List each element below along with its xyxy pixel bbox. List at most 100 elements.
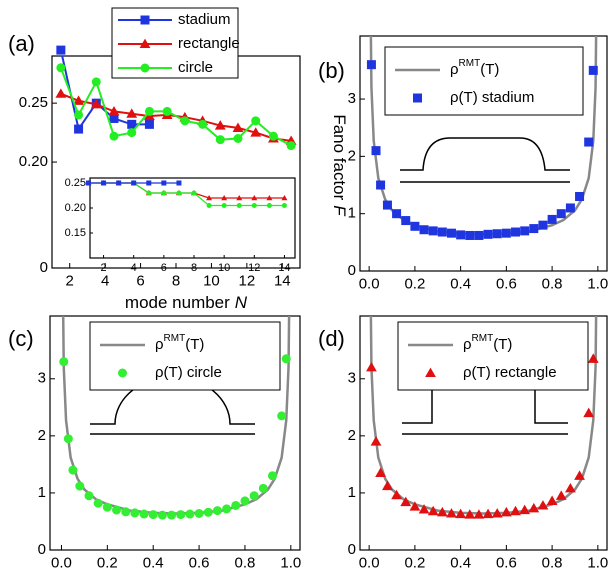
legend-label-text: stadium bbox=[178, 11, 231, 28]
legend-label-text: ρ(T) circle bbox=[155, 364, 222, 381]
series-line bbox=[369, 36, 598, 236]
plot-frame bbox=[359, 315, 608, 551]
x-tick-label: 2 bbox=[101, 262, 107, 274]
legend-label: circle bbox=[178, 59, 213, 76]
marker bbox=[161, 180, 167, 186]
marker bbox=[176, 190, 182, 196]
marker bbox=[118, 368, 127, 378]
marker bbox=[382, 480, 393, 491]
legend-label: rectangle bbox=[178, 35, 240, 52]
marker bbox=[214, 120, 226, 130]
marker bbox=[231, 500, 241, 510]
series-line bbox=[61, 316, 291, 515]
marker bbox=[236, 195, 243, 201]
marker bbox=[382, 200, 392, 210]
x-tick-label: 0.4 bbox=[450, 275, 471, 292]
marker bbox=[419, 225, 429, 235]
y-axis-label-text: Fano factor bbox=[330, 114, 349, 200]
marker bbox=[68, 465, 78, 475]
marker bbox=[464, 509, 476, 519]
legend-label-text: circle bbox=[178, 59, 213, 76]
marker bbox=[157, 510, 167, 520]
marker bbox=[538, 220, 548, 230]
marker bbox=[221, 203, 227, 208]
marker bbox=[139, 509, 149, 519]
marker bbox=[127, 128, 137, 138]
marker bbox=[409, 501, 421, 511]
legend-label-text: ρ bbox=[463, 336, 472, 353]
y-tick-label: 0.25 bbox=[65, 177, 86, 189]
marker bbox=[266, 195, 273, 201]
legend-label: stadium bbox=[178, 11, 231, 28]
marker bbox=[130, 508, 140, 518]
marker bbox=[501, 228, 511, 238]
legend-label-text: rectangle bbox=[178, 35, 240, 52]
y-tick-label: 0 bbox=[40, 259, 48, 276]
y-tick-label: 0 bbox=[348, 262, 356, 279]
marker bbox=[520, 226, 530, 236]
marker bbox=[474, 230, 484, 240]
x-tick-label: 0.8 bbox=[542, 275, 563, 292]
marker bbox=[56, 63, 66, 73]
x-tick-label: 6 bbox=[136, 272, 144, 289]
marker bbox=[500, 506, 512, 517]
x-tick-label: 0.4 bbox=[143, 554, 164, 568]
panel-label: (b) bbox=[318, 58, 345, 83]
plot-frame bbox=[89, 177, 296, 259]
panel: 0 1 2 3 0.0 0.2 0.4 0.6 0.8 1.0 (b) ρRMT(T) ρ(T) sta… bbox=[318, 35, 608, 292]
y-tick-label: 1 bbox=[38, 484, 46, 501]
legend-label-tail: (T) bbox=[493, 336, 512, 353]
marker bbox=[162, 106, 172, 116]
x-tick-label: 12 bbox=[248, 262, 260, 274]
marker bbox=[206, 203, 212, 208]
marker bbox=[108, 105, 120, 116]
marker bbox=[222, 504, 232, 514]
x-tick-label: 8 bbox=[191, 262, 197, 274]
marker bbox=[75, 481, 85, 491]
x-tick-label: 0.0 bbox=[359, 275, 380, 292]
marker bbox=[410, 221, 420, 231]
y-tick-label: 3 bbox=[348, 370, 356, 387]
marker bbox=[473, 509, 485, 519]
legend-label: ρRMT(T) bbox=[450, 58, 499, 78]
legend-label-text: ρ(T) rectangle bbox=[463, 364, 557, 381]
marker bbox=[587, 353, 599, 363]
x-tick-label: 0.6 bbox=[496, 275, 517, 292]
marker bbox=[565, 482, 576, 493]
marker bbox=[413, 93, 422, 103]
marker bbox=[456, 230, 466, 240]
marker bbox=[101, 180, 107, 186]
x-tick-label: 8 bbox=[172, 272, 180, 289]
x-tick-label: 12 bbox=[239, 272, 256, 289]
marker bbox=[371, 146, 381, 156]
marker bbox=[140, 63, 150, 73]
marker bbox=[139, 38, 151, 49]
marker bbox=[109, 113, 119, 123]
marker bbox=[529, 224, 539, 234]
marker bbox=[251, 195, 258, 201]
panel: 0 1 2 3 0.0 0.2 0.4 0.6 0.8 1.0 (c) ρRMT(T) ρ(T) cir… bbox=[8, 315, 301, 568]
plot-frame bbox=[49, 315, 301, 551]
marker bbox=[74, 124, 84, 134]
marker bbox=[492, 229, 502, 239]
marker bbox=[180, 116, 190, 126]
marker bbox=[555, 490, 567, 500]
x-tick-label: 0.2 bbox=[97, 554, 118, 568]
marker bbox=[121, 507, 131, 517]
marker bbox=[56, 45, 66, 55]
x-tick-label: 1.0 bbox=[587, 275, 608, 292]
marker bbox=[232, 122, 244, 132]
x-tick-label: 14 bbox=[274, 272, 291, 289]
legend-label-text: ρ bbox=[155, 336, 164, 353]
marker bbox=[194, 508, 204, 518]
marker bbox=[366, 60, 376, 70]
marker bbox=[483, 229, 493, 239]
marker bbox=[167, 510, 177, 520]
marker bbox=[63, 434, 73, 444]
marker bbox=[277, 411, 287, 421]
legend-label: ρRMT(T) bbox=[155, 333, 204, 353]
marker bbox=[491, 508, 503, 518]
marker bbox=[510, 505, 521, 516]
marker bbox=[418, 504, 430, 514]
x-tick-label: 0.8 bbox=[235, 554, 256, 568]
